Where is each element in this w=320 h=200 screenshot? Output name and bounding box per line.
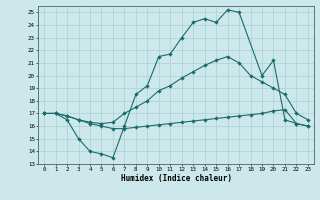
X-axis label: Humidex (Indice chaleur): Humidex (Indice chaleur): [121, 174, 231, 183]
